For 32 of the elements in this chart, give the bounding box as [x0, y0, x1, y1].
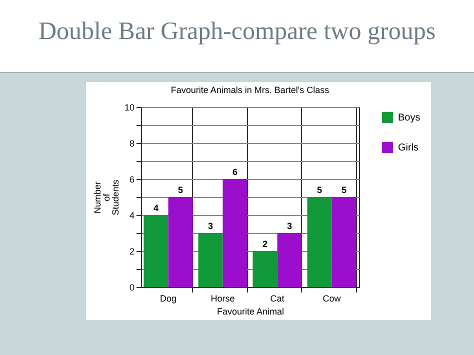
legend-label: Girls — [398, 142, 419, 154]
chart-title: Double Bar Graph-compare two groups — [37, 18, 437, 46]
bar — [307, 197, 332, 287]
y-tick-label: 8 — [129, 138, 134, 148]
bar — [222, 179, 248, 287]
data-label: 4 — [153, 203, 158, 213]
data-label: 5 — [316, 185, 322, 195]
y-tick-label: 4 — [129, 210, 134, 220]
x-tick-label: Cow — [322, 294, 342, 304]
bar — [168, 197, 193, 287]
bar — [198, 233, 223, 287]
bar — [277, 233, 302, 287]
data-label: 5 — [342, 185, 347, 195]
y-axis-title: Number of Students — [92, 179, 120, 216]
bar — [252, 251, 278, 287]
x-axis-title: Favourite Animal — [216, 306, 284, 316]
y-tick-label: 0 — [129, 282, 134, 292]
legend-label: Boys — [398, 112, 420, 124]
data-label: 6 — [232, 167, 238, 177]
x-tick-label: Horse — [210, 294, 235, 304]
x-tick-label: Dog — [160, 294, 177, 304]
bar — [144, 215, 168, 287]
data-label: 5 — [178, 185, 184, 195]
y-tick-label: 2 — [129, 246, 134, 256]
data-label: 3 — [208, 221, 213, 231]
chart-subtitle: Favourite Animals in Mrs. Bartel's Class — [170, 85, 330, 95]
data-label: 3 — [287, 221, 292, 231]
bar — [332, 197, 356, 287]
y-tick-label: 6 — [129, 174, 134, 184]
x-tick-label: Cat — [270, 294, 285, 304]
y-tick-label: 10 — [124, 102, 134, 112]
data-label: 2 — [262, 239, 268, 249]
